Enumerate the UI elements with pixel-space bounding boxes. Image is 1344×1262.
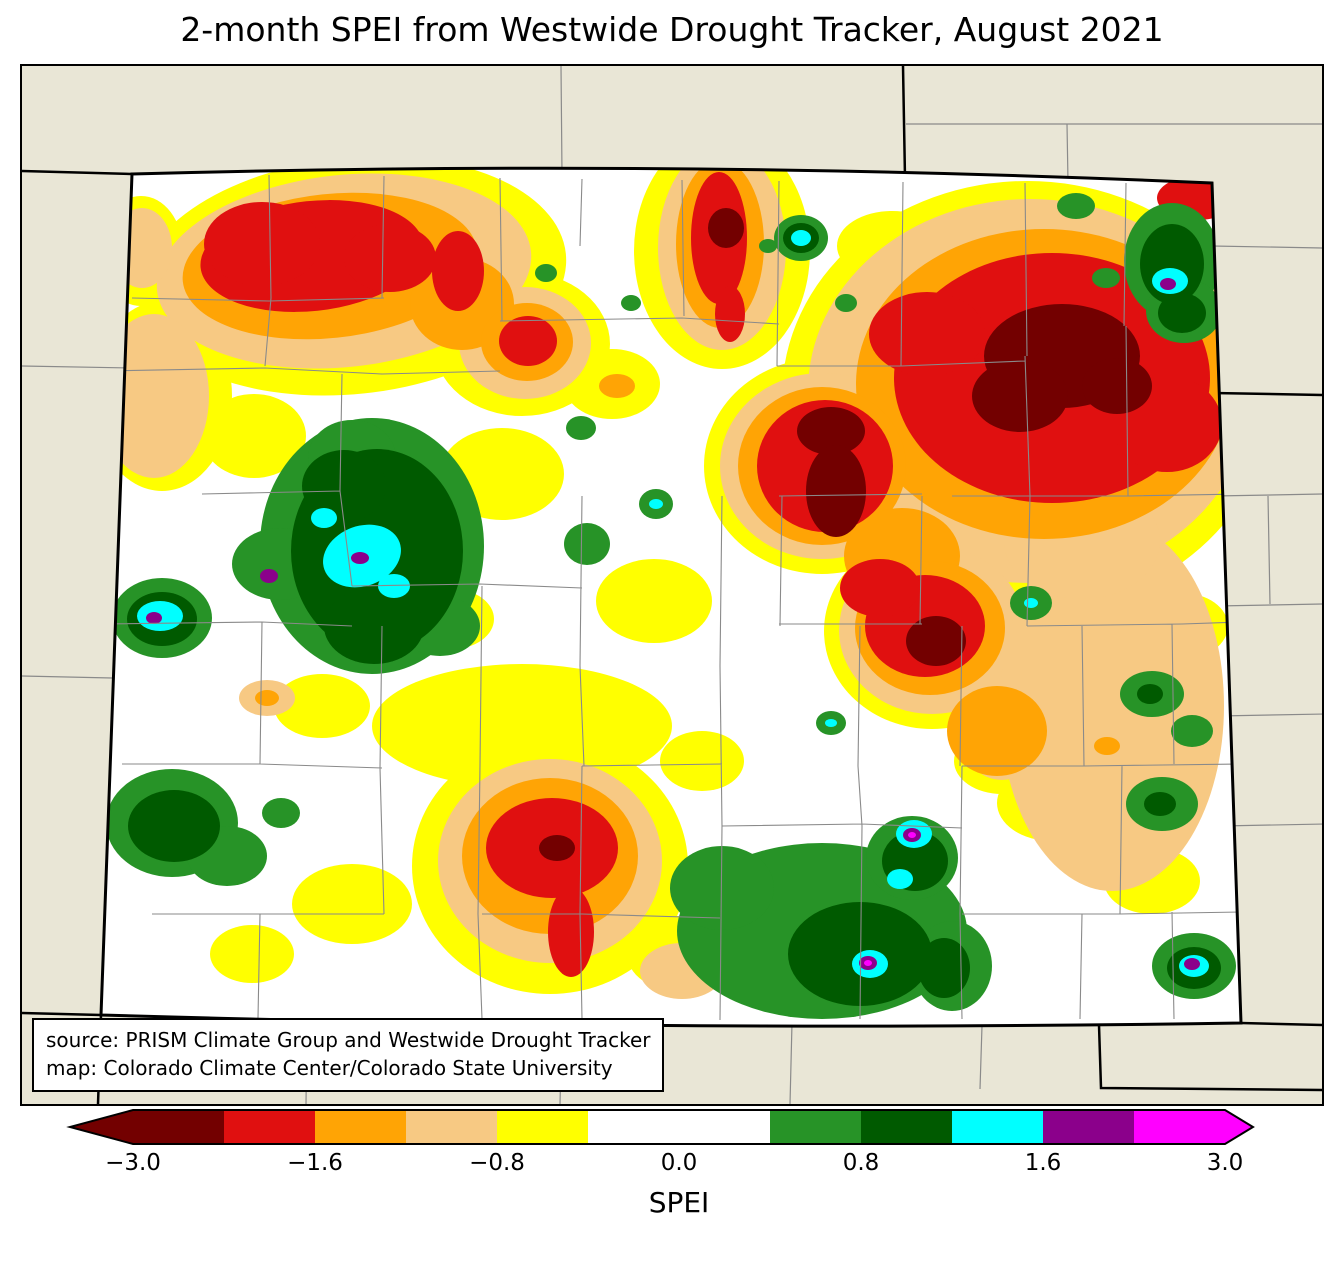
colorbar-segment-tan [406,1110,497,1144]
colorbar-right-arrow [1225,1110,1253,1144]
map-credit-line: map: Colorado Climate Center/Colorado St… [46,1056,613,1080]
colorbar-tick-neg3: −3.0 [105,1150,161,1176]
colorbar-segment-yellow [497,1110,588,1144]
colorbar-segment-magenta [1134,1110,1225,1144]
source-line: source: PRISM Climate Group and Westwide… [46,1028,651,1052]
colorbar-segment-darkred [133,1110,224,1144]
map-frame: source: PRISM Climate Group and Westwide… [20,64,1324,1106]
colorbar-tick-neg1-6: −1.6 [287,1150,343,1176]
colorbar-tick-0-8: 0.8 [842,1150,880,1176]
source-attribution-box: source: PRISM Climate Group and Westwide… [32,1018,665,1092]
colorbar-tick-0: 0.0 [660,1150,698,1176]
colorado-spei-map [22,66,1322,1104]
colorbar [66,1109,1255,1145]
colorbar-segment-green [770,1110,861,1144]
colorbar-segment-purple [1043,1110,1134,1144]
figure-title: 2-month SPEI from Westwide Drought Track… [180,10,1164,49]
colorbar-left-arrow [70,1110,133,1144]
colorbar-tick-1-6: 1.6 [1024,1150,1062,1176]
county-boundaries [101,174,1241,1021]
contour-layer-magenta [864,832,916,966]
colorbar-segment-orange [315,1110,406,1144]
colorbar-segment-white [588,1110,770,1144]
contour-layer-red [200,172,1237,977]
colorado-interior [101,168,1241,1027]
contour-layer-darkred [539,208,1152,861]
colorbar-tick-neg0-8: −0.8 [469,1150,525,1176]
colorbar-segment-red [224,1110,315,1144]
colorbar-outline [66,1109,1255,1145]
colorbar-segment-cyan [952,1110,1043,1144]
colorbar-tick-3: 3.0 [1206,1150,1244,1176]
colorbar-segment-darkgreen [861,1110,952,1144]
colorbar-axis-label: SPEI [648,1186,710,1219]
